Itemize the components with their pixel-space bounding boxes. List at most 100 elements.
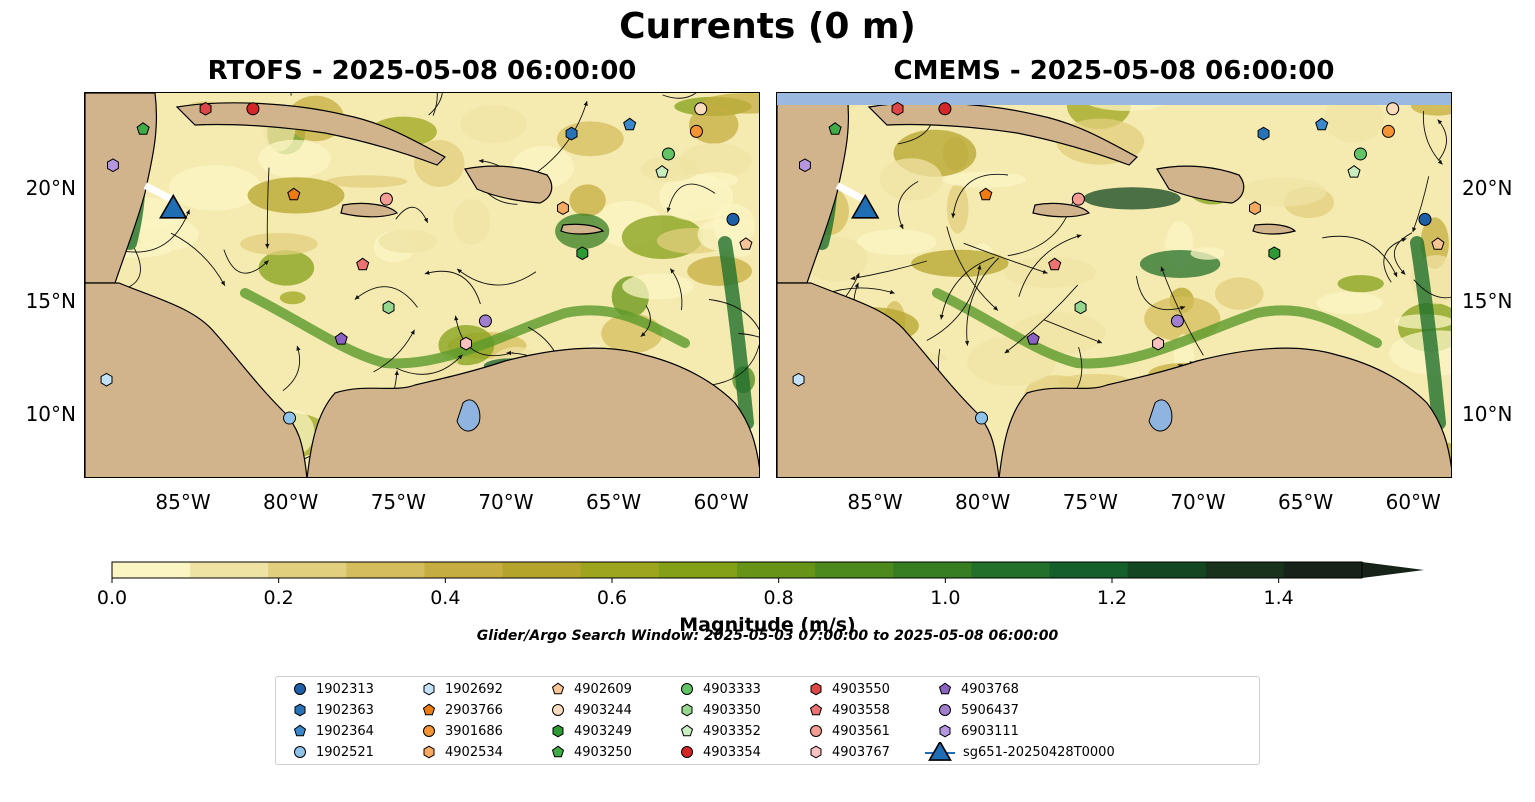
legend-label: 4903350: [703, 702, 761, 718]
rtofs-platform-1902692-marker[interactable]: [100, 372, 113, 387]
legend-marker-1902521[interactable]: [294, 746, 306, 758]
cmems-platform-1902313-marker[interactable]: [1418, 212, 1432, 226]
cmems-platform-1902363-marker[interactable]: [1257, 126, 1270, 141]
cmems-platform-4903250-marker[interactable]: [828, 122, 842, 135]
rtofs-map-canvas[interactable]: [85, 93, 760, 478]
cmems-platform-1902692-marker[interactable]: [792, 372, 805, 387]
legend-symbol: [809, 703, 823, 716]
legend-marker-4903333[interactable]: [681, 683, 693, 695]
cmems-platform-4903768-marker[interactable]: [1026, 332, 1040, 345]
legend-marker-4903249[interactable]: [552, 724, 564, 738]
legend-marker-5906437[interactable]: [939, 704, 951, 716]
rtofs-platform-3901686-marker[interactable]: [689, 124, 703, 138]
legend-item-4903244: 4903244: [544, 700, 632, 720]
legend-marker-sg651-20250428T0000[interactable]: [928, 742, 952, 761]
rtofs-platform-sg651-20250428T0000-marker[interactable]: [159, 193, 188, 219]
cmems-strong-current-jet: [932, 288, 1382, 369]
legend-symbol: [294, 703, 306, 717]
rtofs-platform-4903768-marker[interactable]: [334, 332, 348, 345]
legend-marker-4903354[interactable]: [681, 746, 693, 758]
legend-label: 4903333: [703, 681, 761, 697]
cmems-platform-5906437-marker[interactable]: [1170, 314, 1184, 328]
rtofs-platform-4903350-marker[interactable]: [382, 300, 395, 315]
rtofs-lake-maracaibo: [456, 399, 481, 432]
legend-marker-4903250[interactable]: [551, 745, 565, 758]
legend-marker-4903350[interactable]: [681, 703, 693, 717]
legend-item-4903354: 4903354: [673, 742, 761, 762]
cmems-platform-4903352-marker[interactable]: [1347, 165, 1361, 178]
legend-marker-4903352[interactable]: [680, 724, 694, 737]
legend-marker-4903767[interactable]: [810, 745, 822, 759]
legend-marker-4903558[interactable]: [809, 703, 823, 716]
cmems-platform-1902521-marker[interactable]: [975, 411, 989, 425]
rtofs-platform-1902521-marker[interactable]: [283, 411, 297, 425]
cmems-platform-4903249-marker[interactable]: [1268, 246, 1281, 261]
map-panel-rtofs[interactable]: [84, 92, 760, 478]
lat-tick-right-2: 10°N: [1462, 401, 1513, 426]
rtofs-platform-6903111-marker[interactable]: [107, 158, 119, 173]
cmems-platform-6903111-marker[interactable]: [799, 158, 811, 173]
map-panel-cmems[interactable]: [776, 92, 1452, 478]
cmems-platform-4903767-marker[interactable]: [1152, 336, 1164, 351]
rtofs-platform-4903561-marker[interactable]: [379, 192, 393, 206]
rtofs-platform-1902364-marker[interactable]: [623, 117, 637, 131]
legend-label: 1902313: [316, 681, 374, 697]
cmems-platform-4903354-marker[interactable]: [938, 102, 952, 116]
legend-label: 4903558: [832, 702, 890, 718]
legend-marker-1902692[interactable]: [423, 682, 435, 696]
cmems-platform-4903550-marker[interactable]: [891, 101, 904, 116]
legend-symbol: [681, 683, 693, 695]
cmems-platform-4902609-marker[interactable]: [1431, 237, 1445, 250]
legend-label: 4903354: [703, 744, 761, 760]
rtofs-platform-4903558-marker[interactable]: [356, 257, 370, 271]
cmems-platform-1902364-marker[interactable]: [1315, 117, 1329, 131]
rtofs-land-jamaica: [340, 202, 399, 218]
rtofs-glider-track: [143, 182, 173, 203]
rtofs-platform-4902534-marker[interactable]: [557, 201, 569, 215]
legend-marker-2903766[interactable]: [422, 703, 436, 716]
legend-marker-1902364[interactable]: [293, 724, 307, 737]
cmems-platform-4903350-marker[interactable]: [1074, 300, 1087, 315]
legend-marker-3901686[interactable]: [423, 725, 435, 737]
rtofs-platform-4903767-marker[interactable]: [460, 336, 472, 351]
legend-marker-4902609[interactable]: [551, 682, 565, 695]
cmems-land-south-america: [998, 347, 1451, 477]
rtofs-platform-4902609-marker[interactable]: [739, 237, 753, 250]
rtofs-platform-4903249-marker[interactable]: [576, 246, 589, 261]
rtofs-platform-4903550-marker[interactable]: [199, 101, 212, 116]
rtofs-platform-4903352-marker[interactable]: [655, 165, 669, 178]
legend-marker-4902534[interactable]: [423, 745, 435, 759]
panel-title-rtofs: RTOFS - 2025-05-08 06:00:00: [207, 56, 637, 86]
colorbar-bin: [190, 562, 269, 578]
panel-title-cmems: CMEMS - 2025-05-08 06:00:00: [893, 56, 1335, 86]
rtofs-platform-2903766-marker[interactable]: [287, 187, 301, 201]
legend-symbol: [422, 703, 436, 716]
rtofs-platform-5906437-marker[interactable]: [478, 314, 492, 328]
cmems-platform-4902534-marker[interactable]: [1249, 201, 1261, 215]
legend-marker-4903550[interactable]: [810, 682, 822, 696]
cmems-map-canvas[interactable]: [777, 93, 1452, 478]
rtofs-platform-4903250-marker[interactable]: [136, 122, 150, 135]
colorbar-extend-arrow: [1362, 562, 1424, 578]
legend-item-4903558: 4903558: [802, 700, 890, 720]
legend-marker-6903111[interactable]: [939, 724, 951, 738]
rtofs-platform-4903244-marker[interactable]: [694, 102, 708, 116]
cmems-platform-4903561-marker[interactable]: [1071, 192, 1085, 206]
rtofs-platform-4903333-marker[interactable]: [661, 147, 675, 161]
legend-marker-4903561[interactable]: [810, 725, 822, 737]
rtofs-platform-4903354-marker[interactable]: [246, 102, 260, 116]
legend-marker-4903768[interactable]: [938, 682, 952, 695]
cmems-platform-4903333-marker[interactable]: [1353, 147, 1367, 161]
cmems-platform-3901686-marker[interactable]: [1381, 124, 1395, 138]
cmems-glider-track: [835, 182, 865, 203]
cmems-platform-4903558-marker[interactable]: [1048, 257, 1062, 271]
cmems-platform-sg651-20250428T0000-marker[interactable]: [851, 193, 880, 219]
legend-marker-1902363[interactable]: [294, 703, 306, 717]
legend-marker-4903244[interactable]: [552, 704, 564, 716]
legend-marker-1902313[interactable]: [294, 683, 306, 695]
lon-tick-0-2: 75°W: [370, 490, 426, 514]
rtofs-platform-1902363-marker[interactable]: [565, 126, 578, 141]
cmems-platform-2903766-marker[interactable]: [979, 187, 993, 201]
rtofs-platform-1902313-marker[interactable]: [726, 212, 740, 226]
cmems-platform-4903244-marker[interactable]: [1386, 102, 1400, 116]
